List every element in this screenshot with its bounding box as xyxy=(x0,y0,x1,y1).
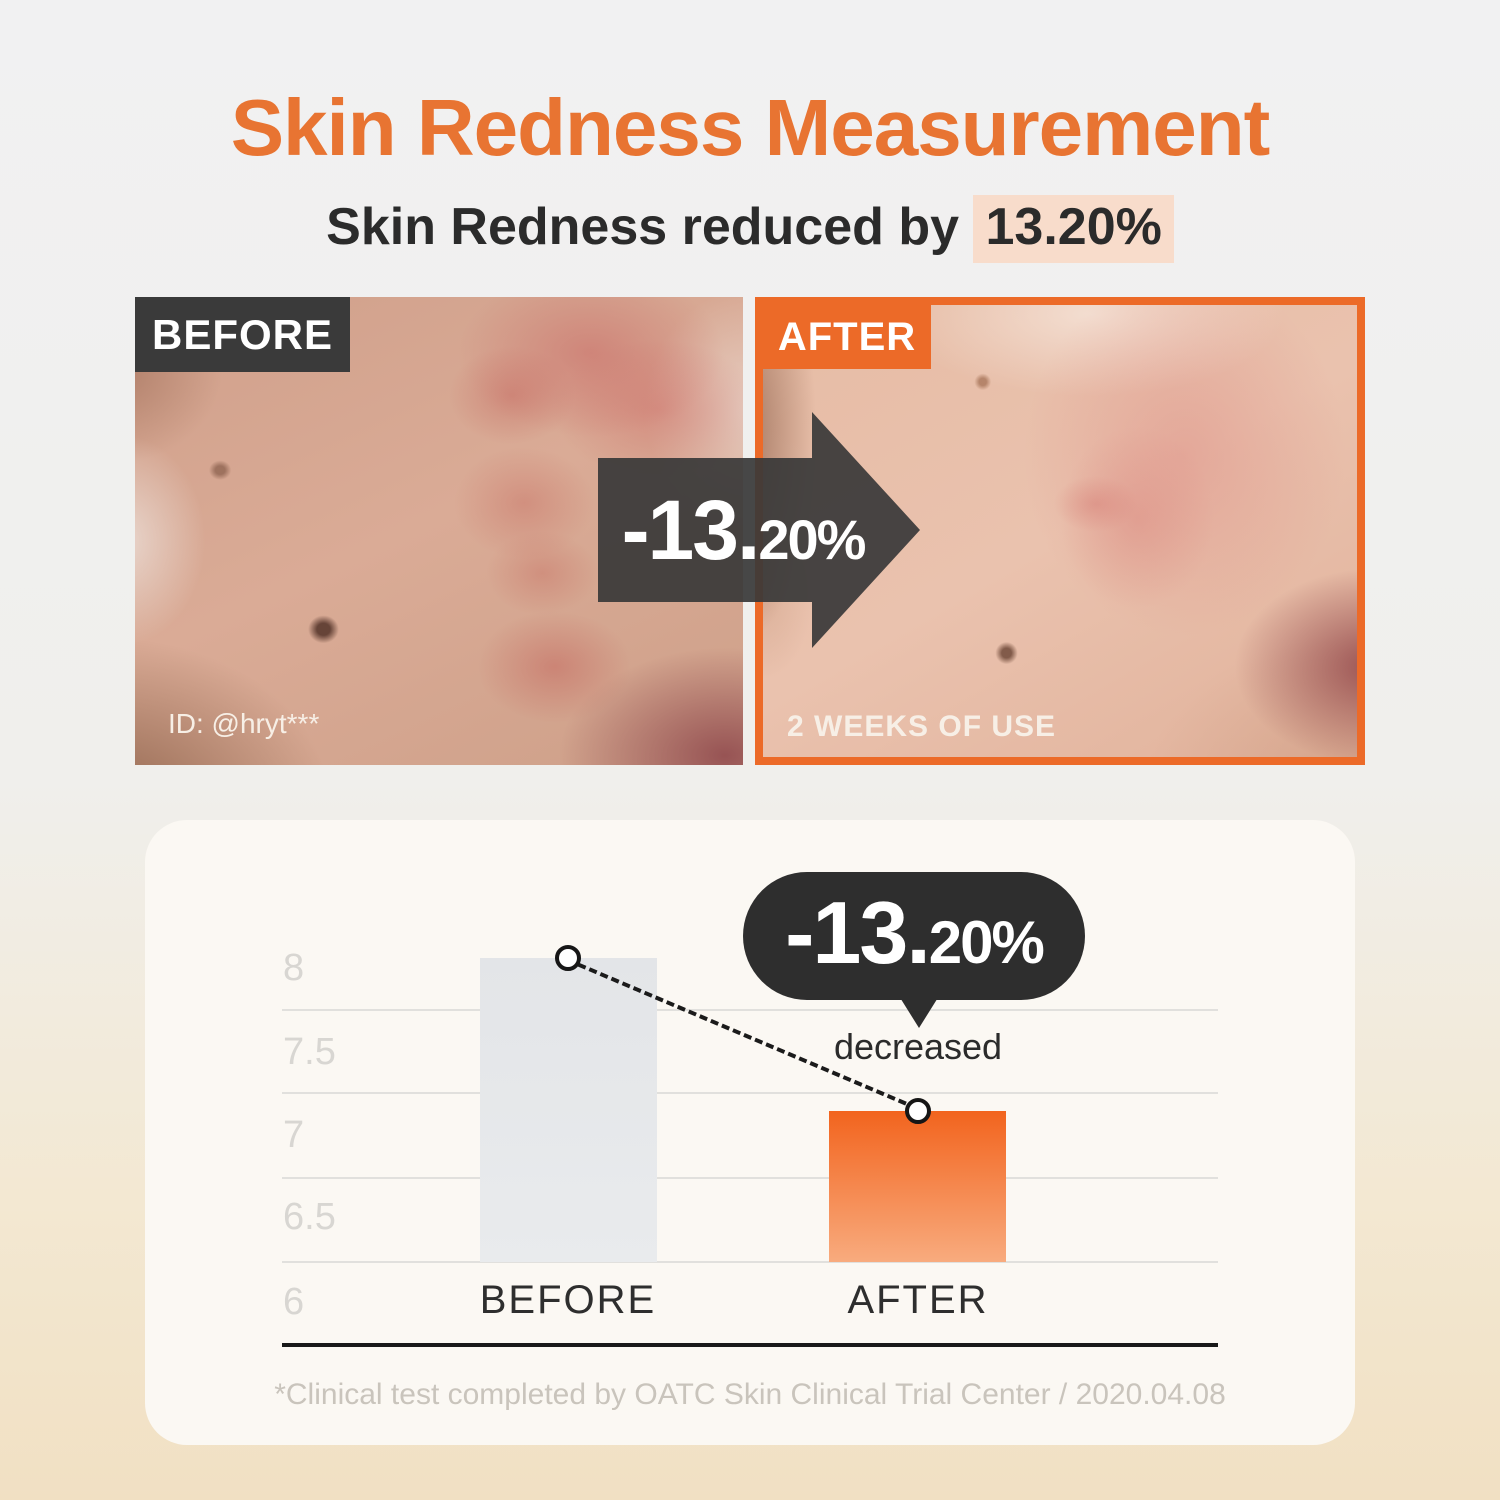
gridline xyxy=(282,1009,1218,1011)
page-title: Skin Redness Measurement xyxy=(230,83,1271,172)
subtitle-text: Skin Redness reduced by xyxy=(326,198,974,256)
bubble-value-main: -13. xyxy=(785,883,931,982)
y-tick-label: 6.5 xyxy=(283,1196,336,1238)
arrow-value-main: -13. xyxy=(621,483,761,577)
bubble-tail-icon xyxy=(899,996,939,1028)
y-tick-label: 7.5 xyxy=(283,1031,336,1073)
decrease-bubble: -13.20% xyxy=(743,872,1085,1000)
x-label-before: BEFORE xyxy=(479,1278,657,1322)
x-label-after: AFTER xyxy=(847,1278,989,1322)
data-point-marker-after xyxy=(905,1098,931,1124)
usage-duration: 2 WEEKS OF USE xyxy=(787,710,1057,743)
bubble-value-sub: 20% xyxy=(928,909,1045,976)
before-label: BEFORE xyxy=(135,297,350,372)
subject-id: ID: @hryt*** xyxy=(168,708,320,739)
arrow-value-sub: 20% xyxy=(758,508,866,571)
gridline xyxy=(282,1092,1218,1094)
gridline xyxy=(282,1261,1218,1263)
data-point-marker-before xyxy=(555,945,581,971)
clinical-test-footnote: *Clinical test completed by OATC Skin Cl… xyxy=(274,1378,1226,1411)
x-axis-line xyxy=(282,1343,1218,1347)
measurement-chart-card: 8 7.5 7 6.5 6 -13.20% decreased BEFORE A… xyxy=(145,820,1355,1445)
bubble-caption: decreased xyxy=(833,1026,1003,1067)
gridline xyxy=(282,1177,1218,1179)
y-tick-label: 7 xyxy=(283,1114,305,1156)
y-tick-label: 8 xyxy=(283,947,305,989)
y-tick-label: 6 xyxy=(283,1281,305,1323)
bar-before xyxy=(480,958,657,1262)
after-label: AFTER xyxy=(763,305,931,369)
arrow-decrease-value: -13.20% xyxy=(598,458,888,602)
page-subtitle: Skin Redness reduced by 13.20% xyxy=(0,195,1500,263)
subtitle-highlight-value: 13.20% xyxy=(973,195,1174,263)
bar-after xyxy=(829,1111,1006,1262)
